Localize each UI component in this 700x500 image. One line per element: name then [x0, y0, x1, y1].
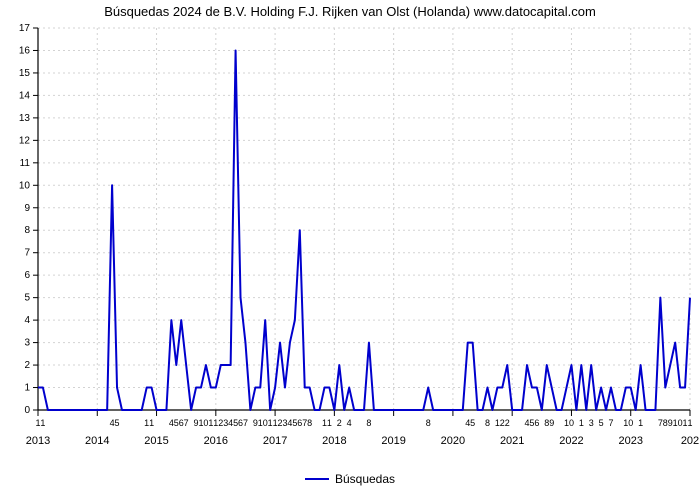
svg-text:17: 17 [19, 23, 31, 34]
svg-text:2021: 2021 [500, 435, 524, 447]
svg-text:9: 9 [549, 418, 554, 428]
legend-swatch [305, 478, 329, 480]
svg-text:15: 15 [19, 68, 31, 79]
svg-text:10: 10 [19, 180, 31, 191]
svg-text:1: 1 [149, 418, 154, 428]
line-chart: Búsquedas 2024 de B.V. Holding F.J. Rijk… [0, 0, 700, 500]
svg-text:2015: 2015 [144, 435, 168, 447]
svg-text:2: 2 [505, 418, 510, 428]
svg-text:5: 5 [470, 418, 475, 428]
svg-text:2020: 2020 [441, 435, 465, 447]
svg-text:0: 0 [569, 418, 574, 428]
svg-text:7: 7 [243, 418, 248, 428]
svg-text:8: 8 [24, 225, 30, 236]
svg-text:5: 5 [24, 293, 30, 304]
svg-text:5: 5 [599, 418, 604, 428]
legend-label: Búsquedas [335, 472, 395, 486]
svg-text:11: 11 [20, 158, 31, 169]
svg-text:Búsquedas 2024 de B.V. Holding: Búsquedas 2024 de B.V. Holding F.J. Rijk… [104, 4, 596, 19]
svg-text:14: 14 [19, 90, 31, 101]
svg-text:12: 12 [19, 135, 31, 146]
svg-text:8: 8 [307, 418, 312, 428]
svg-text:16: 16 [19, 45, 31, 56]
svg-text:2016: 2016 [204, 435, 228, 447]
svg-text:4: 4 [24, 315, 30, 326]
svg-text:2: 2 [24, 360, 30, 371]
svg-text:7: 7 [608, 418, 613, 428]
svg-text:8: 8 [426, 418, 431, 428]
svg-text:2014: 2014 [85, 435, 109, 447]
svg-text:0: 0 [24, 405, 30, 416]
svg-text:1: 1 [579, 418, 584, 428]
svg-text:5: 5 [115, 418, 120, 428]
svg-text:2018: 2018 [322, 435, 346, 447]
svg-text:6: 6 [24, 270, 30, 281]
svg-text:1: 1 [687, 418, 692, 428]
svg-text:9: 9 [24, 203, 30, 214]
svg-text:6: 6 [534, 418, 539, 428]
svg-text:0: 0 [628, 418, 633, 428]
svg-text:202: 202 [681, 435, 699, 447]
svg-text:1: 1 [327, 418, 332, 428]
svg-text:2013: 2013 [26, 435, 50, 447]
svg-text:8: 8 [485, 418, 490, 428]
svg-text:7: 7 [184, 418, 189, 428]
svg-text:1: 1 [24, 383, 30, 394]
chart-svg: Búsquedas 2024 de B.V. Holding F.J. Rijk… [0, 0, 700, 470]
svg-text:3: 3 [589, 418, 594, 428]
svg-text:2023: 2023 [618, 435, 642, 447]
chart-legend: Búsquedas [0, 472, 700, 486]
svg-text:1: 1 [638, 418, 643, 428]
svg-text:2017: 2017 [263, 435, 287, 447]
svg-text:2019: 2019 [381, 435, 405, 447]
svg-text:13: 13 [19, 113, 31, 124]
svg-text:8: 8 [366, 418, 371, 428]
svg-text:7: 7 [24, 248, 30, 259]
svg-text:3: 3 [24, 338, 30, 349]
svg-text:2: 2 [337, 418, 342, 428]
svg-text:2022: 2022 [559, 435, 583, 447]
svg-text:4: 4 [347, 418, 352, 428]
svg-text:1: 1 [40, 418, 45, 428]
